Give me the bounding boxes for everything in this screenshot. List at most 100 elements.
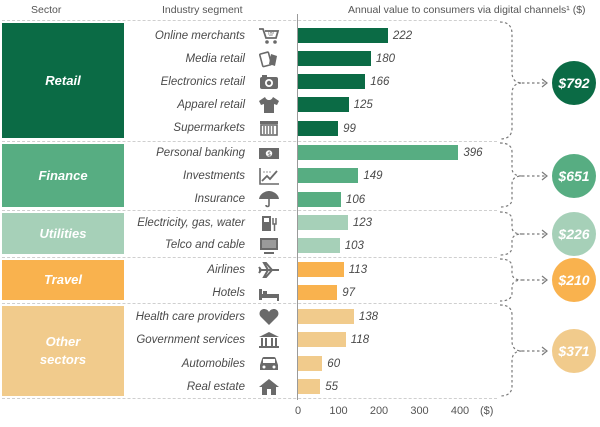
segment-label: Personal banking bbox=[156, 147, 245, 159]
x-tick-label: 100 bbox=[329, 405, 348, 417]
arrow-head bbox=[541, 229, 548, 239]
value-label: 106 bbox=[345, 194, 366, 206]
arrow-head bbox=[541, 171, 548, 181]
segment-label: Telco and cable bbox=[164, 239, 245, 251]
segment-label: Electronics retail bbox=[160, 76, 245, 88]
total-label: $651 bbox=[558, 168, 590, 184]
bar-health-care-providers bbox=[298, 309, 354, 324]
brace-utilities bbox=[499, 211, 523, 256]
value-label: 396 bbox=[463, 147, 483, 159]
utilities-icon bbox=[262, 216, 277, 231]
bar-insurance bbox=[298, 192, 341, 207]
supermarket-icon bbox=[260, 121, 278, 136]
x-tick-label: 400 bbox=[450, 405, 470, 417]
arrow-head bbox=[541, 78, 548, 88]
bar-government-services bbox=[298, 332, 346, 347]
header-value: Annual value to consumers via digital ch… bbox=[348, 4, 586, 16]
value-label: 180 bbox=[375, 53, 396, 65]
segment-label: Government services bbox=[136, 334, 245, 346]
total-utilities: $226 bbox=[552, 212, 596, 256]
x-tick-label: 300 bbox=[410, 405, 429, 417]
bar-automobiles bbox=[298, 356, 323, 371]
brace-retail bbox=[499, 21, 523, 140]
value-label: 60 bbox=[327, 358, 341, 370]
airplane-icon bbox=[258, 262, 279, 278]
segment-label: Airlines bbox=[207, 264, 245, 276]
brace-travel bbox=[499, 258, 523, 302]
value-label: 118 bbox=[350, 334, 370, 346]
camera-icon bbox=[260, 75, 278, 89]
value-label: 166 bbox=[370, 76, 390, 88]
house-icon bbox=[259, 379, 279, 395]
bar-real-estate bbox=[298, 379, 321, 394]
shirt-icon bbox=[259, 97, 279, 113]
investment-chart-icon bbox=[259, 168, 279, 185]
separator bbox=[2, 20, 497, 21]
segment-label: Insurance bbox=[194, 193, 245, 205]
total-label: $226 bbox=[558, 226, 590, 242]
header-segment: Industry segment bbox=[162, 4, 243, 16]
media-icon bbox=[259, 51, 277, 68]
sector-travel: Travel bbox=[2, 260, 124, 300]
total-label: $210 bbox=[558, 272, 590, 288]
value-label: 103 bbox=[344, 240, 364, 252]
segment-label: Apparel retail bbox=[177, 99, 245, 111]
sector-label: Travel bbox=[43, 272, 83, 288]
x-unit-label: ($) bbox=[480, 405, 494, 417]
sector-label: Other sectors bbox=[39, 334, 87, 367]
total-label: $371 bbox=[558, 343, 590, 359]
car-icon bbox=[260, 357, 278, 370]
heart-icon bbox=[259, 309, 279, 325]
segment-label: Real estate bbox=[186, 381, 245, 393]
value-label: 138 bbox=[358, 311, 379, 323]
sector-retail: Retail bbox=[2, 23, 124, 138]
umbrella-icon bbox=[259, 191, 279, 208]
segment-label: Investments bbox=[183, 170, 245, 182]
sector-finance: Finance bbox=[2, 144, 124, 207]
banknote-icon: $ bbox=[259, 148, 279, 159]
y-axis-line bbox=[297, 14, 298, 400]
bar-airlines bbox=[298, 262, 344, 277]
arrow-head bbox=[541, 346, 548, 356]
svg-text:@: @ bbox=[268, 30, 274, 37]
bar-electricity-gas-water bbox=[298, 215, 348, 230]
value-label: 125 bbox=[353, 99, 373, 111]
brace-other bbox=[499, 304, 523, 397]
segment-label: Supermarkets bbox=[173, 122, 245, 134]
separator bbox=[2, 257, 497, 258]
sector-label: Retail bbox=[45, 72, 81, 88]
shopping-cart-icon: @ bbox=[259, 28, 280, 44]
separator bbox=[2, 398, 497, 399]
segment-label: Media retail bbox=[185, 53, 245, 65]
bar-hotels bbox=[298, 285, 338, 300]
separator bbox=[2, 141, 497, 142]
bar-telco-and-cable bbox=[298, 238, 340, 253]
segment-label: Hotels bbox=[212, 287, 245, 299]
brace-finance bbox=[499, 142, 523, 208]
svg-text:$: $ bbox=[267, 151, 271, 158]
x-tick-label: 200 bbox=[369, 405, 389, 417]
total-retail: $792 bbox=[552, 61, 596, 105]
value-label: 222 bbox=[392, 30, 413, 42]
value-label: 97 bbox=[342, 287, 356, 299]
bar-media-retail bbox=[298, 51, 371, 66]
total-label: $792 bbox=[558, 75, 590, 91]
header-sector: Sector bbox=[31, 4, 62, 16]
segment-label: Health care providers bbox=[135, 311, 245, 323]
bar-personal-banking bbox=[298, 145, 459, 160]
arrow-head bbox=[541, 275, 548, 285]
value-label: 123 bbox=[352, 217, 372, 229]
total-other: $371 bbox=[552, 329, 596, 373]
sector-other: Other sectors bbox=[2, 306, 124, 396]
bed-icon bbox=[259, 289, 279, 301]
segment-label: Online merchants bbox=[154, 30, 245, 42]
value-label: 149 bbox=[363, 170, 383, 182]
segment-label: Automobiles bbox=[181, 358, 245, 370]
government-building-icon bbox=[259, 332, 279, 348]
bar-supermarkets bbox=[298, 121, 339, 136]
sector-label: Finance bbox=[38, 167, 88, 183]
sector-utilities: Utilities bbox=[2, 213, 124, 254]
sector-label: Utilities bbox=[39, 225, 87, 241]
tv-icon bbox=[260, 238, 278, 254]
